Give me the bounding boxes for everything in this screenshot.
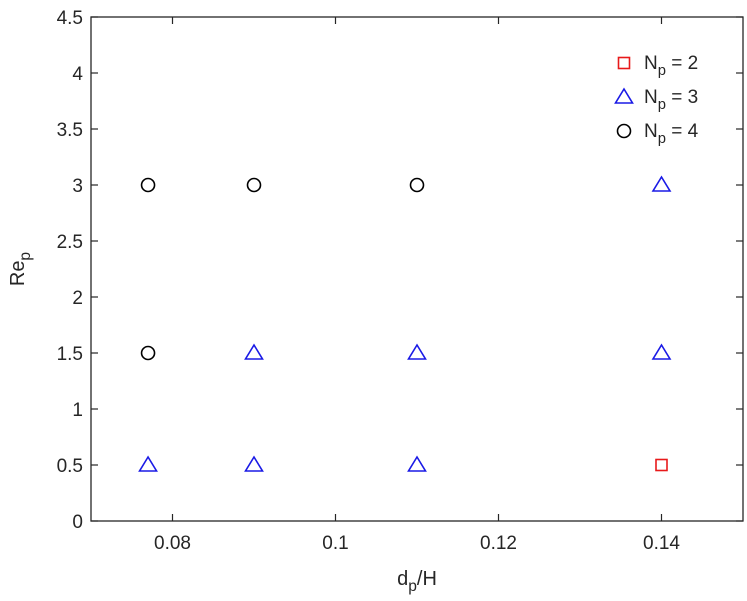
circle-data-point xyxy=(246,177,262,193)
x-tick-label: 0.14 xyxy=(643,533,680,554)
legend-entry-label: Np = 2 xyxy=(644,53,698,79)
triangle-data-point xyxy=(407,455,427,472)
y-tick-label: 0.5 xyxy=(57,456,83,477)
x-axis-label: dp/H xyxy=(397,568,437,595)
y-tick-label: 4.5 xyxy=(57,8,83,29)
y-tick-label: 3.5 xyxy=(57,120,83,141)
legend-square-marker xyxy=(617,56,631,70)
legend-circle-marker xyxy=(616,123,632,139)
legend-entry-label: Np = 4 xyxy=(644,121,699,147)
y-tick-label: 2.5 xyxy=(57,232,83,253)
legend-triangle-marker xyxy=(614,87,634,104)
y-tick-label: 0 xyxy=(72,512,83,533)
x-tick-label: 0.12 xyxy=(480,533,517,554)
triangle-data-point xyxy=(138,455,158,472)
x-tick-label: 0.08 xyxy=(154,533,191,554)
triangle-data-point xyxy=(651,175,672,192)
y-tick-label: 1 xyxy=(72,400,83,421)
axes: 0.08 0.1 0.12 0.14 0 0.5 1 1.5 2 2.5 3 3.5 4 4.5 xyxy=(57,8,744,554)
y-tick-label: 1.5 xyxy=(57,344,83,365)
legend: Np = 2 Np = 3 Np = 4 xyxy=(614,53,699,147)
square-data-point xyxy=(655,458,668,472)
circle-data-point xyxy=(409,177,425,193)
circle-data-point xyxy=(140,345,156,361)
y-axis-label: Rep xyxy=(7,252,34,287)
y-tick-label: 3 xyxy=(72,176,83,197)
circle-data-point xyxy=(140,177,156,193)
y-tick-label: 4 xyxy=(72,64,83,85)
plot-frame xyxy=(90,16,744,522)
triangle-data-point xyxy=(407,343,427,360)
y-tick-label: 2 xyxy=(72,288,83,309)
legend-entry-label: Np = 3 xyxy=(644,87,698,113)
x-tick-label: 0.1 xyxy=(322,533,348,554)
triangle-data-point xyxy=(244,455,264,472)
triangle-data-point xyxy=(651,343,672,360)
data-points xyxy=(138,175,672,472)
triangle-data-point xyxy=(244,343,264,360)
